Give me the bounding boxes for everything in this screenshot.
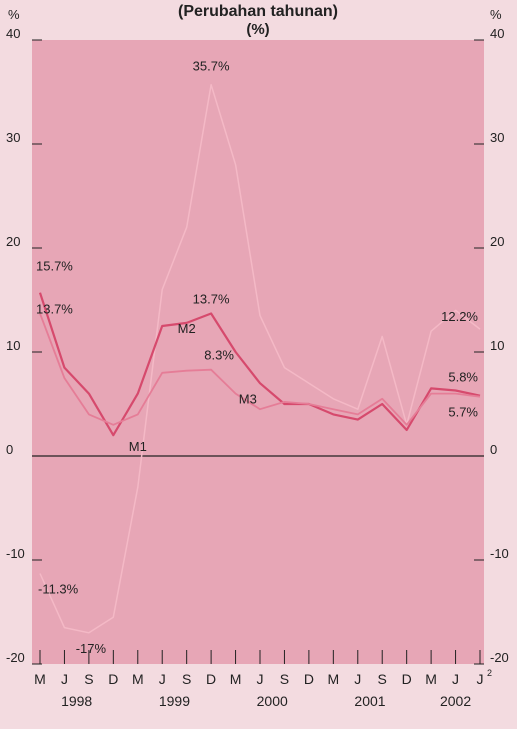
series-line-m3: [39, 313, 481, 426]
x-tick-label: D: [304, 671, 314, 687]
data-label: -11.3%: [38, 582, 79, 597]
data-label: 13.7%: [193, 292, 230, 307]
x-tick-label: M: [230, 671, 242, 687]
x-tick-label: J: [61, 671, 68, 687]
y-tick-label-left: 40: [6, 26, 20, 41]
data-label: 12.2%: [441, 309, 478, 324]
chart-title: (Perubahan tahunan): [178, 3, 338, 20]
x-tick-footnote: 2: [487, 668, 492, 678]
x-year-label: 2002: [440, 693, 471, 709]
x-tick-label: J: [452, 671, 459, 687]
x-tick-label: D: [206, 671, 216, 687]
x-year-label: 2000: [257, 693, 288, 709]
x-tick-label: D: [402, 671, 412, 687]
y-tick-label-left: 10: [6, 338, 20, 353]
x-tick-label: M: [34, 671, 46, 687]
chart-subtitle: (%): [246, 21, 269, 38]
x-tick-label: J: [477, 671, 484, 687]
y-tick-label-left: -10: [6, 546, 25, 561]
x-tick-label: J: [159, 671, 166, 687]
series-lines: [38, 83, 481, 634]
series-line-m2: [38, 292, 481, 437]
x-tick-label: M: [132, 671, 144, 687]
y-tick-label-right: 40: [490, 26, 504, 41]
series-name-label: M2: [178, 321, 196, 336]
y-tick-label-right: 10: [490, 338, 504, 353]
y-tick-label-left: -20: [6, 650, 25, 665]
y-tick-label-left: 20: [6, 234, 20, 249]
y-axis-unit-right: %: [490, 7, 502, 22]
data-label: 13.7%: [36, 302, 73, 317]
y-tick-label-right: -20: [490, 650, 509, 665]
y-tick-label-left: 0: [6, 442, 13, 457]
data-label: 15.7%: [36, 259, 73, 274]
x-year-label: 2001: [354, 693, 385, 709]
x-year-label: 1999: [159, 693, 190, 709]
data-label: 5.7%: [448, 405, 478, 420]
x-tick-label: S: [84, 671, 93, 687]
plot-area: [32, 40, 484, 664]
data-label: -17%: [76, 641, 107, 656]
x-year-label: 1998: [61, 693, 92, 709]
x-tick-label: M: [425, 671, 437, 687]
x-tick-label: M: [327, 671, 339, 687]
x-tick-label: S: [182, 671, 191, 687]
y-tick-label-right: 20: [490, 234, 504, 249]
y-tick-label-right: 30: [490, 130, 504, 145]
x-tick-label: J: [354, 671, 361, 687]
series-name-label: M3: [239, 392, 257, 407]
y-tick-label-right: 0: [490, 442, 497, 457]
x-tick-label: S: [378, 671, 387, 687]
data-labels: 35.7% -11.3% -17% 12.2% 15.7% 13.7% 5.8% 13.7% 8…: [36, 59, 478, 656]
data-label: 5.8%: [448, 370, 478, 385]
y-tick-label-left: 30: [6, 130, 20, 145]
y-axis-unit-left: %: [8, 7, 20, 22]
series-name-label: M1: [129, 439, 147, 454]
x-tick-label: D: [108, 671, 118, 687]
data-label: 35.7%: [193, 59, 230, 74]
x-tick-label: S: [280, 671, 289, 687]
x-tick-label: J: [257, 671, 264, 687]
y-tick-label-right: -10: [490, 546, 509, 561]
data-label: 8.3%: [204, 348, 234, 363]
